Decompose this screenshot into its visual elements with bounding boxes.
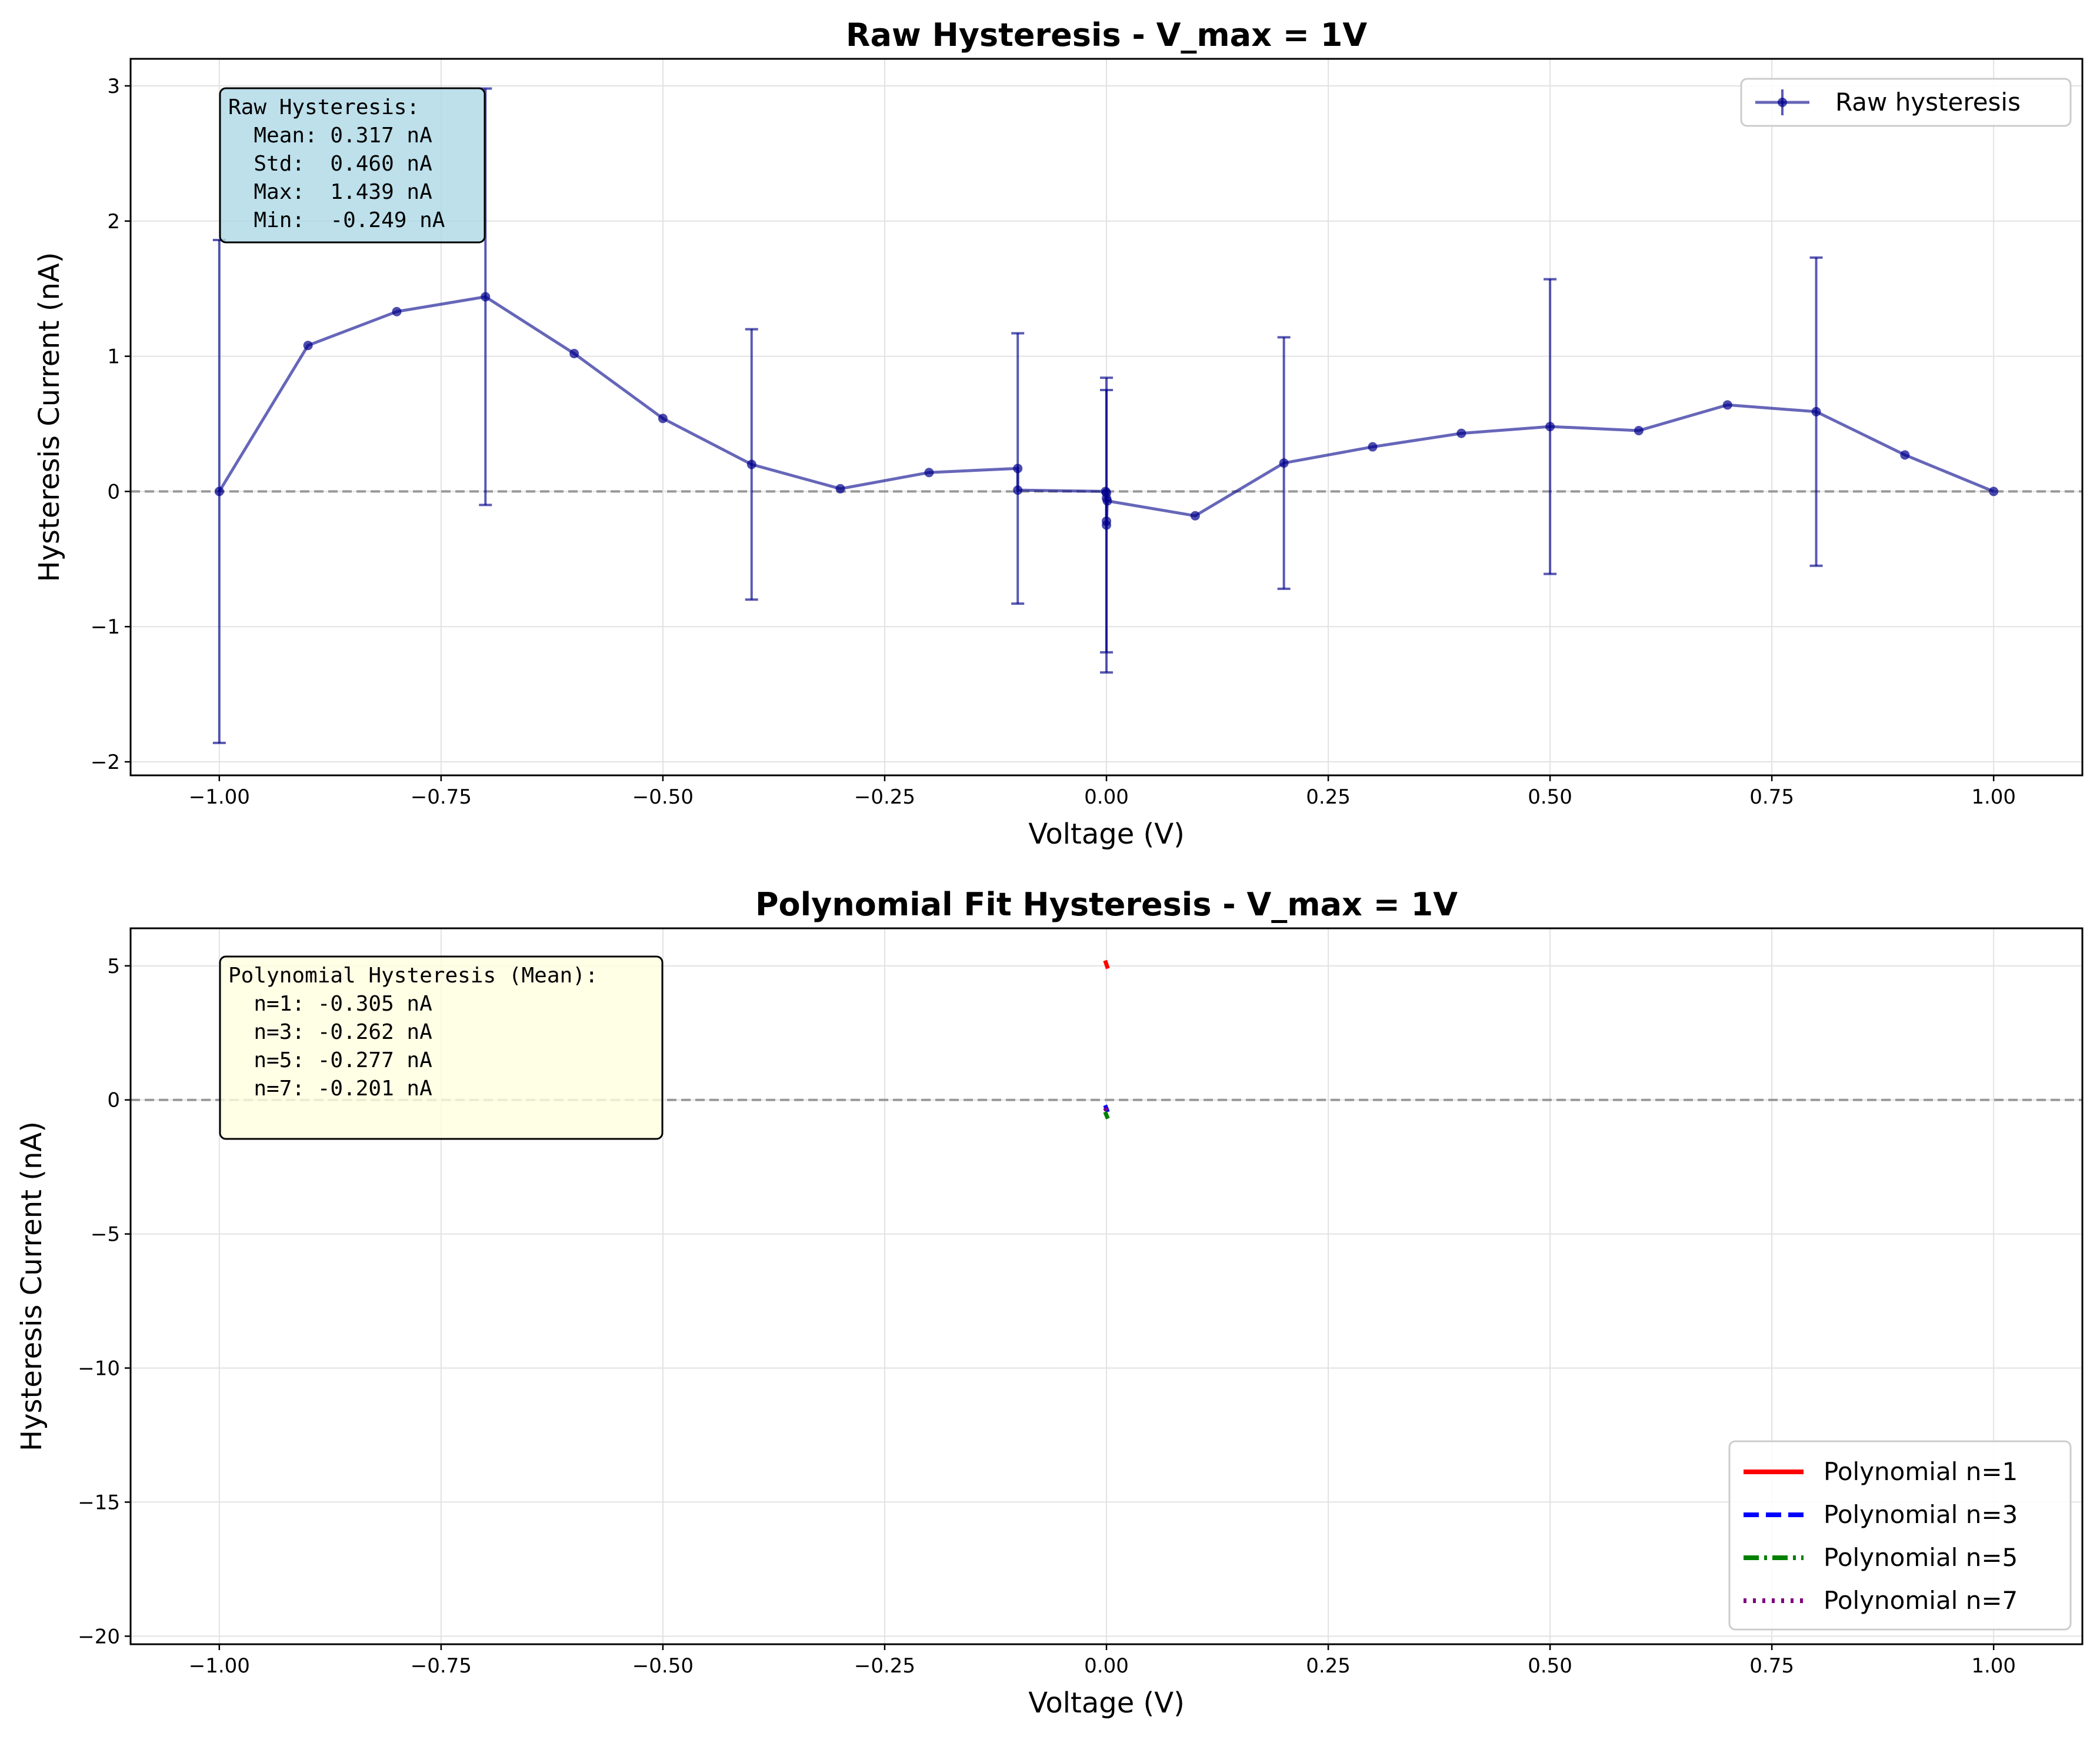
y-tick-label: −15: [78, 1491, 120, 1514]
x-tick-label: 0.25: [1306, 785, 1351, 809]
data-point: [569, 348, 579, 358]
x-tick-label: 0.25: [1306, 1654, 1351, 1678]
x-tick-label: −0.50: [632, 1654, 694, 1678]
series-line-poly-4: [1103, 1107, 1110, 1116]
x-tick-label: 0.50: [1528, 785, 1572, 809]
y-axis-label: Hysteresis Current (nA): [33, 252, 66, 582]
stats-line: Mean: 0.317 nA: [228, 124, 432, 148]
y-tick-label: −2: [91, 751, 120, 774]
x-tick-label: 0.00: [1084, 1654, 1129, 1678]
x-tick-label: −0.50: [632, 785, 694, 809]
y-tick-label: 1: [107, 345, 120, 369]
data-point: [1190, 511, 1200, 521]
x-tick-label: 1.00: [1971, 1654, 2016, 1678]
stats-box: [219, 87, 486, 244]
data-point: [746, 459, 756, 469]
data-point: [1722, 400, 1732, 410]
data-point: [924, 468, 934, 478]
series-line-poly-3: [1103, 1111, 1110, 1119]
x-tick-label: −1.00: [189, 785, 250, 809]
data-point: [303, 341, 313, 351]
legend-label: Polynomial n=7: [1824, 1586, 2018, 1615]
series-line-poly-1: [1103, 959, 1110, 969]
data-point: [1811, 406, 1821, 416]
legend-label: Polynomial n=3: [1824, 1500, 2018, 1529]
stats-line: Std: 0.460 nA: [228, 152, 432, 176]
x-tick-label: −0.75: [411, 1654, 472, 1678]
y-tick-label: 0: [107, 1089, 120, 1112]
y-tick-label: 5: [107, 955, 120, 978]
stats-line: n=3: -0.262 nA: [228, 1020, 432, 1044]
stats-line: n=5: -0.277 nA: [228, 1048, 432, 1072]
legend-label: Raw hysteresis: [1835, 88, 2021, 116]
y-tick-label: 2: [107, 210, 120, 234]
x-tick-label: 0.75: [1749, 1654, 1794, 1678]
x-tick-label: 0.75: [1749, 785, 1794, 809]
y-tick-label: 0: [107, 480, 120, 504]
data-point: [1900, 450, 1910, 460]
data-point: [1279, 458, 1289, 468]
data-point: [1545, 422, 1555, 432]
x-tick-label: −0.75: [411, 785, 472, 809]
data-point: [1102, 496, 1112, 506]
data-point: [1013, 464, 1023, 474]
chart-title: Raw Hysteresis - V_max = 1V: [846, 16, 1367, 54]
data-point: [1989, 487, 1999, 497]
legend-label: Polynomial n=5: [1824, 1543, 2018, 1572]
y-tick-label: −5: [91, 1223, 120, 1247]
chart-1: −1.00 −0.75 −0.50 −0.25 0.00 0.25 0.50 0.75 1.00…: [33, 16, 2084, 851]
chart-2: −1.00 −0.75 −0.50 −0.25 0.00 0.25 0.50 0.75 1.00…: [15, 886, 2084, 1720]
y-tick-label: −20: [78, 1625, 120, 1648]
data-point: [835, 484, 845, 494]
chart-title: Polynomial Fit Hysteresis - V_max = 1V: [755, 886, 1458, 923]
data-point: [1634, 425, 1644, 435]
data-point: [1013, 485, 1023, 495]
x-axis-label: Voltage (V): [1028, 1687, 1185, 1720]
x-axis-label: Voltage (V): [1028, 818, 1185, 851]
x-tick-label: −0.25: [854, 785, 915, 809]
stats-line: n=1: -0.305 nA: [228, 992, 432, 1016]
x-tick-label: −1.00: [189, 1654, 250, 1678]
legend-box: [1728, 1440, 2072, 1631]
stats-box: [219, 955, 664, 1140]
stats-line: Min: -0.249 nA: [228, 208, 445, 232]
legend-box: [1740, 78, 2072, 127]
stats-line: n=7: -0.201 nA: [228, 1077, 432, 1101]
legend-label: Polynomial n=1: [1824, 1457, 2018, 1486]
stats-line: Polynomial Hysteresis (Mean):: [228, 964, 598, 988]
x-tick-label: −0.25: [854, 1654, 915, 1678]
data-point: [392, 306, 402, 316]
data-point: [481, 292, 491, 302]
data-point: [1456, 428, 1466, 438]
stats-line: Max: 1.439 nA: [228, 180, 432, 204]
data-point: [1102, 520, 1111, 530]
y-tick-label: −1: [91, 615, 120, 639]
stats-line: Raw Hysteresis:: [228, 95, 419, 119]
data-point: [1368, 442, 1378, 452]
y-axis-label: Hysteresis Current (nA): [15, 1121, 48, 1451]
legend-swatch-marker: [1778, 98, 1787, 107]
y-tick-label: 3: [107, 75, 120, 98]
data-point: [658, 414, 668, 424]
y-tick-label: −10: [78, 1357, 120, 1381]
data-point: [214, 487, 224, 497]
x-tick-label: 0.00: [1084, 785, 1129, 809]
x-tick-label: 0.50: [1528, 1654, 1572, 1678]
x-tick-label: 1.00: [1971, 785, 2016, 809]
